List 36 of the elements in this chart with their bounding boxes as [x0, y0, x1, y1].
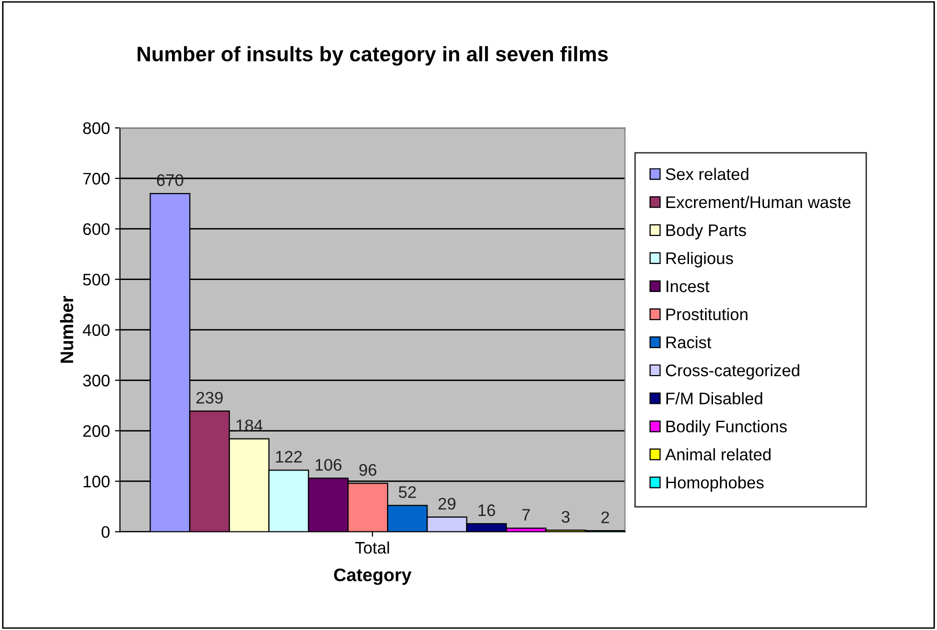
data-label: 16 [478, 504, 496, 516]
legend-label: Prostitution [666, 308, 748, 320]
data-label: 106 [316, 458, 342, 471]
legend-label: Bodily Functions [666, 420, 787, 436]
x-axis-title: Category [334, 568, 412, 585]
legend-label: Sex related [666, 168, 748, 180]
data-label: 7 [522, 509, 530, 521]
y-tick-label: 0 [102, 526, 110, 538]
legend-label: Racist [666, 336, 712, 348]
legend-label: Incest [666, 280, 710, 292]
legend-label: Religious [666, 252, 734, 268]
y-tick-label: 200 [83, 425, 110, 437]
y-tick-label: 700 [83, 172, 110, 185]
data-label: 52 [398, 486, 416, 498]
y-tick-label: 400 [82, 324, 110, 336]
data-label: 96 [359, 464, 376, 476]
data-label: 3 [562, 510, 570, 523]
y-tick-label: 100 [84, 476, 110, 488]
y-tick-label: 500 [83, 274, 110, 286]
y-tick-label: 300 [83, 374, 110, 386]
data-label: 2 [601, 511, 609, 524]
legend-label: Homophobes [666, 476, 764, 492]
legend-label: F/M Disabled [666, 392, 762, 404]
x-tick-label: Total [355, 541, 389, 554]
data-label: 184 [236, 420, 263, 432]
legend-label: Excrement/Human waste [666, 196, 851, 208]
legend-label: Body Parts [666, 224, 746, 240]
data-label: 239 [196, 392, 223, 404]
y-tick-label: 800 [83, 122, 110, 134]
legend-label: Cross-categorized [666, 364, 800, 380]
y-tick-label: 600 [83, 223, 110, 236]
y-axis-title: Number [60, 296, 74, 363]
data-label: 29 [438, 498, 456, 510]
data-label: 122 [276, 450, 302, 463]
legend-label: Animal related [665, 448, 771, 460]
chart-title: Number of insults by category in all seven films [138, 46, 608, 66]
